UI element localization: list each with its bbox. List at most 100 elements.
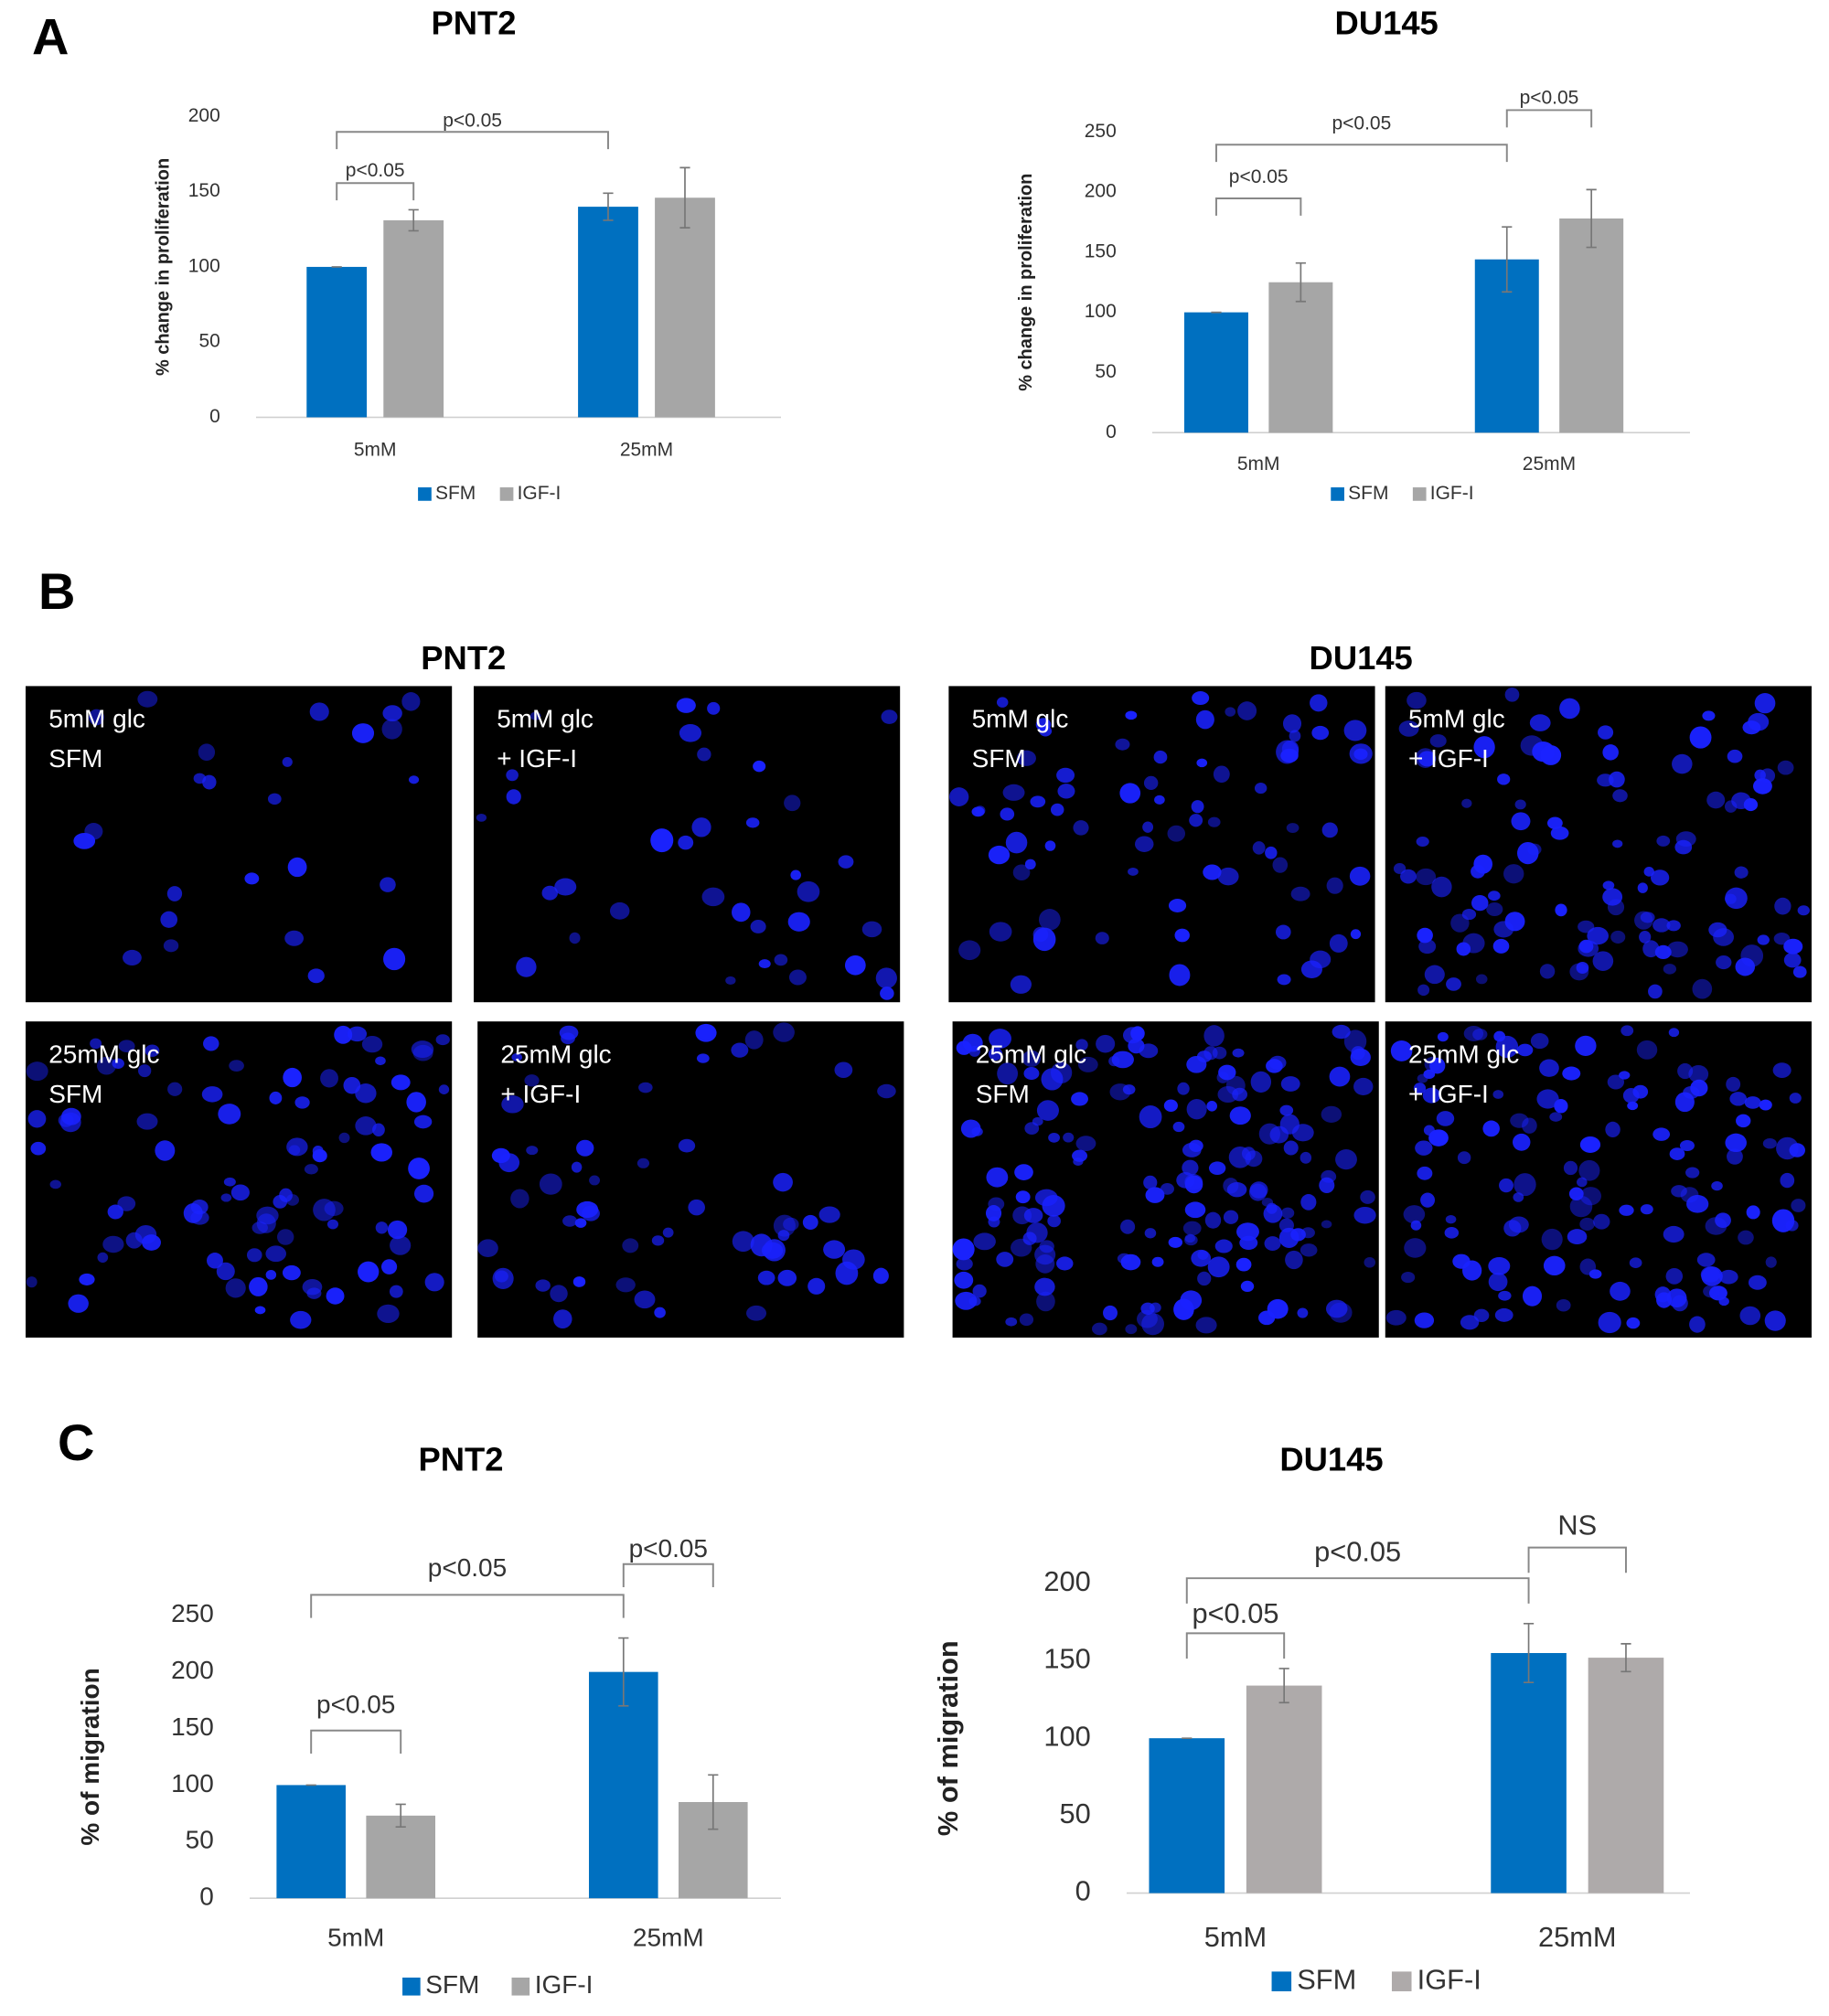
micrograph-title: DU145 (1310, 639, 1413, 677)
nucleus (1021, 1050, 1042, 1067)
chart-title: PNT2 (418, 1440, 503, 1477)
micrograph-label: 25mM glc (976, 1040, 1086, 1068)
nucleus (1350, 929, 1362, 940)
nucleus (1636, 1040, 1658, 1060)
nucleus (309, 702, 329, 721)
legend-swatch (1412, 487, 1427, 501)
bar (1246, 1685, 1322, 1893)
nucleus (1579, 1136, 1601, 1153)
nucleus (1744, 1096, 1761, 1109)
nucleus (834, 1061, 853, 1078)
nucleus (1036, 1100, 1059, 1121)
nucleus (1530, 1032, 1549, 1050)
nucleus (1436, 1111, 1455, 1126)
nucleus (1266, 1202, 1278, 1214)
nucleus (1740, 944, 1764, 967)
nucleus (411, 1040, 434, 1059)
nucleus (732, 1231, 754, 1253)
nucleus (1783, 952, 1802, 968)
error-bar (1278, 1668, 1289, 1704)
nucleus (27, 1110, 47, 1128)
nucleus (1716, 955, 1732, 970)
nucleus (569, 932, 581, 944)
nucleus (102, 1235, 124, 1253)
significance-label: NS (1557, 1509, 1597, 1541)
nucleus (1689, 1316, 1706, 1333)
nucleus (49, 1179, 62, 1189)
nucleus (773, 1214, 796, 1237)
nucleus (1711, 1180, 1723, 1191)
micrograph-label: 5mM glc (972, 705, 1069, 733)
legend-swatch (1271, 1971, 1292, 1991)
significance-label: p<0.05 (1520, 87, 1579, 108)
nucleus (773, 1172, 793, 1192)
nucleus (413, 1184, 434, 1203)
bar (383, 219, 444, 418)
nucleus (808, 1277, 826, 1295)
significance-label: p<0.05 (346, 160, 405, 181)
nucleus (880, 987, 894, 1000)
nucleus (609, 901, 630, 920)
nucleus (1414, 1312, 1435, 1328)
nucleus (1517, 841, 1539, 865)
nucleus (1654, 1286, 1672, 1303)
nucleus (1461, 798, 1472, 808)
nucleus (1036, 1291, 1055, 1312)
error-bar (1295, 261, 1306, 303)
nucleus (1073, 1157, 1084, 1166)
nucleus (1762, 1138, 1777, 1149)
nucleus (1757, 934, 1770, 945)
nucleus (988, 1216, 1000, 1228)
nucleus (1235, 1257, 1252, 1272)
significance-bracket (1185, 1632, 1286, 1659)
nucleus (695, 1023, 717, 1042)
micrograph-label: 25mM glc (1408, 1040, 1519, 1068)
x-tick-label: 5mM (1237, 453, 1280, 475)
nucleus (246, 1248, 262, 1263)
nucleus (1643, 867, 1654, 877)
nucleus (698, 1026, 713, 1040)
nucleus (574, 1218, 587, 1228)
nucleus (435, 1034, 450, 1046)
significance-bracket (310, 1729, 402, 1754)
nucleus (1576, 961, 1589, 975)
nucleus (375, 1056, 386, 1066)
nucleus (1671, 1185, 1687, 1198)
nucleus (390, 1235, 412, 1255)
nucleus (361, 1035, 383, 1053)
bar (1491, 1653, 1567, 1893)
legend-label: IGF-I (535, 1970, 594, 1999)
nucleus (137, 690, 158, 708)
error-bar (708, 1774, 719, 1830)
nucleus (201, 1086, 223, 1103)
nucleus (1278, 1218, 1294, 1232)
nucleus (1429, 1057, 1446, 1074)
nucleus (1690, 1079, 1708, 1097)
legend-swatch (402, 1977, 421, 1996)
nucleus (997, 1062, 1019, 1085)
bar (655, 197, 715, 418)
nucleus (476, 813, 487, 822)
nucleus (1163, 1099, 1178, 1112)
nucleus (1300, 1194, 1317, 1211)
nucleus (1095, 932, 1109, 944)
nucleus (1472, 1029, 1488, 1040)
nucleus (1150, 1302, 1161, 1313)
bar (1268, 282, 1333, 433)
nucleus (1498, 1290, 1512, 1301)
y-tick-label: 100 (171, 1769, 214, 1797)
nucleus (1335, 1149, 1357, 1170)
nucleus (1360, 1189, 1375, 1204)
nucleus (1522, 1117, 1537, 1134)
nucleus (1748, 1275, 1767, 1290)
nucleus (1237, 701, 1257, 720)
nucleus (1705, 1217, 1727, 1235)
nucleus (1619, 1204, 1634, 1216)
nucleus (307, 968, 325, 984)
nucleus (1579, 1258, 1597, 1275)
nucleus (312, 1148, 327, 1163)
nucleus (1679, 1139, 1695, 1152)
nucleus (155, 1140, 176, 1161)
nucleus (408, 1157, 430, 1179)
chart-title: DU145 (1335, 5, 1439, 42)
